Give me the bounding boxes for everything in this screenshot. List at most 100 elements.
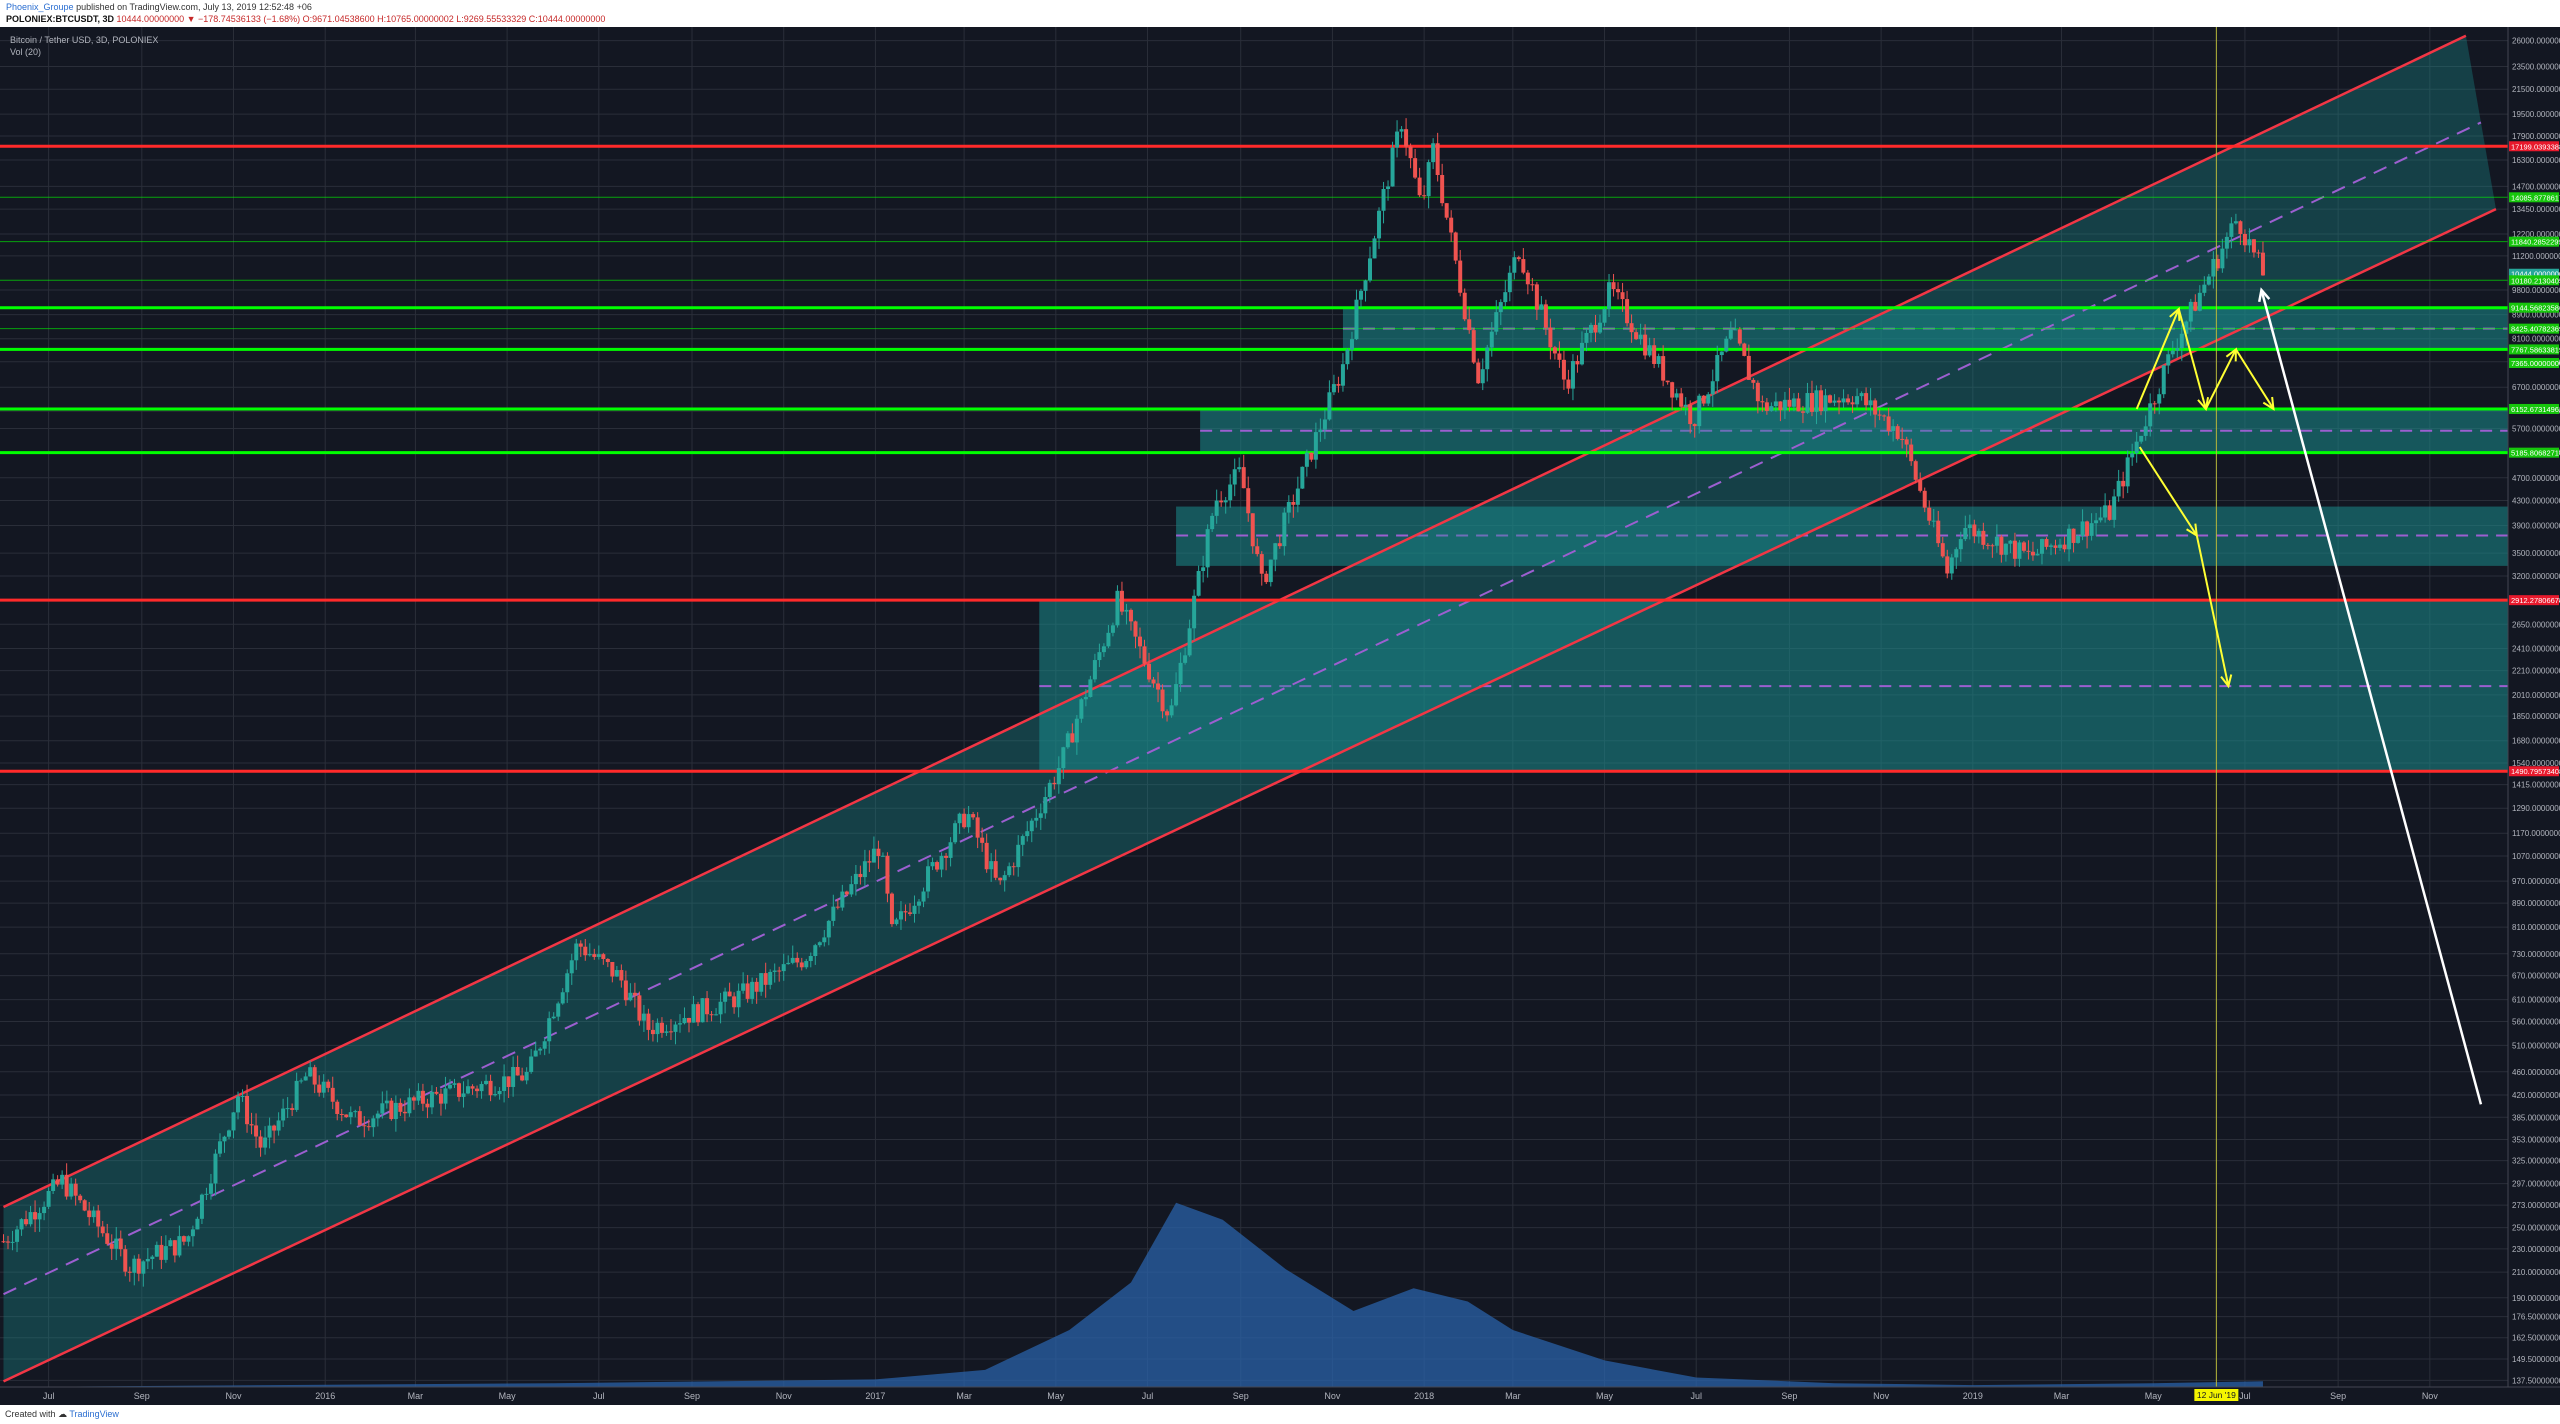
candle-body — [903, 911, 908, 913]
time-tick-label: 2019 — [1963, 1391, 1983, 1401]
candle-body — [37, 1213, 42, 1220]
candle-body — [177, 1236, 182, 1256]
candle-body — [1264, 573, 1269, 583]
candle-body — [1868, 400, 1873, 406]
candle-body — [2017, 542, 2022, 559]
time-tick-label: Jul — [43, 1391, 55, 1401]
candle-body — [876, 848, 881, 857]
candle-body — [565, 973, 570, 993]
price-tick-label: 3900.00000000 — [2512, 521, 2560, 530]
projection-arrow — [2138, 446, 2198, 537]
candle-body — [520, 1075, 525, 1081]
candle-body — [705, 998, 710, 1015]
candle-body — [826, 920, 831, 938]
price-tick-label: 1070.00000000 — [2512, 852, 2560, 861]
candle-body — [285, 1108, 290, 1110]
candle-body — [362, 1125, 367, 1127]
candle-body — [2197, 292, 2202, 311]
price-tick-label: 610.00000000 — [2512, 996, 2560, 1005]
candle-body — [1029, 820, 1034, 832]
candle-body — [1742, 343, 1747, 356]
candle-body — [953, 823, 958, 843]
candle-body — [2008, 540, 2013, 544]
price-badge — [2509, 403, 2559, 414]
time-tick-label: Sep — [2330, 1391, 2346, 1401]
candle-body — [1913, 461, 1918, 480]
author-link[interactable]: Phoenix_Groupe — [6, 2, 74, 12]
candle-body — [2193, 301, 2198, 311]
candle-body — [294, 1080, 299, 1110]
candle-body — [1471, 330, 1476, 363]
candle-body — [2256, 252, 2261, 254]
candle-body — [1110, 625, 1115, 633]
candle-body — [1818, 390, 1823, 412]
price-tick-label: 250.00000000 — [2512, 1224, 2560, 1233]
candle-body — [1557, 353, 1562, 360]
candle-body — [1101, 646, 1106, 653]
candle-body — [1584, 332, 1589, 343]
candle-body — [195, 1218, 200, 1230]
tradingview-brand[interactable]: TradingView — [69, 1409, 119, 1419]
candle-body — [1787, 399, 1792, 407]
candle-body — [64, 1174, 69, 1197]
candle-body — [479, 1084, 484, 1092]
candle-body — [1485, 347, 1490, 370]
candle-body — [930, 862, 935, 867]
candle-body — [1963, 528, 1968, 540]
candle-body — [2053, 545, 2058, 548]
candle-body — [60, 1174, 65, 1185]
price-tick-label: 9800.00000000 — [2512, 286, 2560, 295]
price-badge-text: 5185.80682718 — [2511, 449, 2560, 458]
candle-body — [1070, 733, 1075, 743]
price-badge-text: 2912.27806674 — [2511, 596, 2560, 605]
candle-body — [1309, 452, 1314, 460]
time-tick-label: Mar — [408, 1391, 424, 1401]
candle-body — [1764, 402, 1769, 411]
candle-body — [1192, 595, 1197, 629]
candle-body — [989, 861, 994, 870]
candle-body — [2184, 321, 2189, 334]
time-tick-label: Mar — [2054, 1391, 2070, 1401]
candle-body — [231, 1112, 236, 1131]
candle-body — [786, 962, 791, 965]
candle-body — [1056, 768, 1061, 785]
candle-body — [583, 946, 588, 956]
chart-area[interactable]: 26000.00000000 23500.00000000 21500.000000… — [0, 27, 2560, 1405]
candle-body — [587, 954, 592, 956]
candle-body — [208, 1183, 213, 1194]
candle-body — [1151, 679, 1156, 684]
candle-body — [132, 1258, 137, 1273]
candle-body — [1516, 257, 1521, 260]
candle-body — [1417, 177, 1422, 196]
candle-body — [2220, 248, 2225, 269]
time-highlight-badge — [2194, 1389, 2239, 1401]
candle-body — [1349, 339, 1354, 350]
candle-body — [1552, 347, 1557, 354]
candle-body — [1467, 319, 1472, 331]
price-tick-label: 16300.00000000 — [2512, 156, 2560, 165]
candle-body — [493, 1094, 498, 1096]
candle-body — [114, 1238, 119, 1249]
candle-body — [1331, 384, 1336, 393]
price-tick-label: 6700.00000000 — [2512, 383, 2560, 392]
candle-body — [831, 906, 836, 921]
candle-body — [1422, 195, 1427, 197]
candle-body — [181, 1236, 186, 1242]
candle-body — [1, 1241, 6, 1243]
candle-body — [1548, 327, 1553, 348]
price-tick-label: 11200.00000000 — [2512, 252, 2560, 261]
candle-body — [844, 891, 849, 895]
candle-body — [772, 970, 777, 972]
created-with: Created with ☁ TradingView — [5, 1409, 119, 1420]
candle-body — [614, 970, 619, 977]
candle-body — [596, 954, 601, 957]
price-tick-label: 8900.00000000 — [2512, 311, 2560, 320]
candle-body — [1458, 260, 1463, 293]
time-axis-bg — [0, 1387, 2560, 1405]
candle-body — [1688, 404, 1693, 425]
candle-body — [2224, 236, 2229, 249]
price-chart[interactable]: 26000.00000000 23500.00000000 21500.000000… — [0, 27, 2560, 1405]
price-badge-text: 8425.40782369 — [2511, 325, 2560, 334]
candle-body — [353, 1111, 358, 1113]
price-badge-text: 7767.58633819 — [2511, 345, 2560, 354]
